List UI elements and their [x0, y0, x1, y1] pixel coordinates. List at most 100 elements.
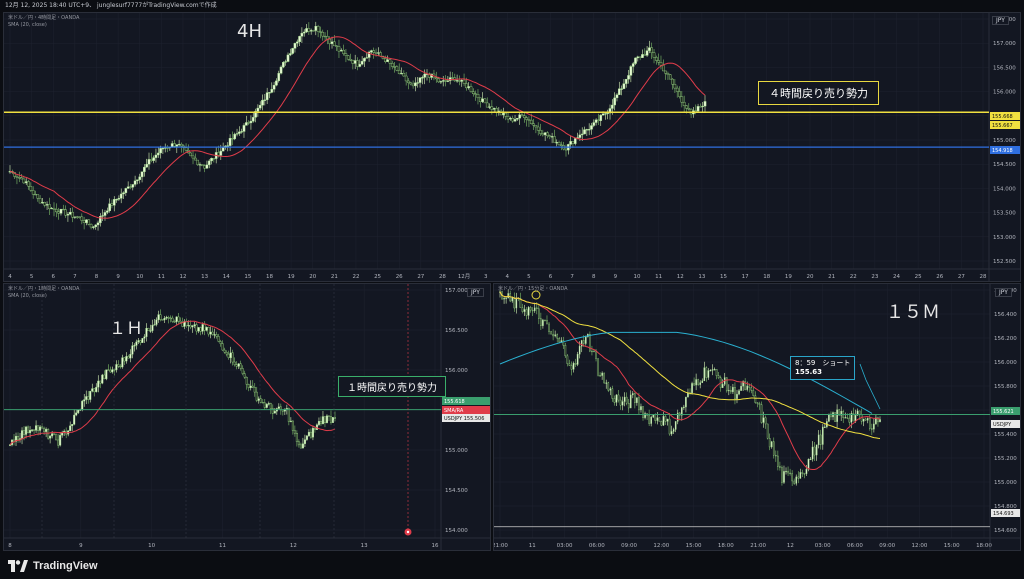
candle-body — [609, 388, 612, 391]
x-tick-label: 13 — [698, 274, 705, 280]
candle-body — [736, 393, 738, 399]
candle-body — [149, 330, 152, 332]
candle-body — [664, 70, 667, 74]
candle-body — [605, 382, 608, 384]
candle-body — [321, 416, 324, 425]
candle-body — [611, 388, 614, 399]
candle-body — [243, 373, 246, 378]
candle-body — [69, 425, 72, 431]
candle-body — [198, 164, 202, 166]
sma-line — [9, 320, 336, 446]
candle-body — [157, 314, 160, 321]
candle-body — [564, 148, 568, 151]
candle-body — [305, 435, 308, 440]
candle-body — [488, 106, 491, 108]
candle-body — [703, 101, 707, 107]
candle-body — [675, 87, 679, 92]
currency-label-1h[interactable]: JPY — [467, 288, 484, 297]
candle-body — [108, 203, 111, 212]
candle-body — [589, 334, 591, 352]
candle-body — [301, 443, 304, 449]
candle-body — [309, 431, 312, 438]
y-tick-label: 156.400 — [994, 312, 1017, 318]
candle-body — [503, 297, 505, 300]
candle-body — [45, 429, 48, 432]
candle-body — [536, 126, 540, 131]
candle-body — [33, 429, 36, 431]
candle-body — [634, 393, 636, 403]
candle-body — [159, 314, 162, 320]
candle-body — [540, 318, 542, 326]
candle-body — [184, 147, 188, 151]
candle-body — [197, 327, 200, 332]
x-tick-label: 13 — [201, 274, 208, 280]
x-tick-label: 11 — [158, 274, 165, 280]
y-tick-label: 153.000 — [993, 235, 1016, 241]
candle-body — [117, 364, 120, 367]
candle-body — [813, 446, 816, 456]
x-tick-label: 25 — [915, 274, 922, 280]
candle-body — [235, 133, 239, 135]
candle-body — [836, 409, 838, 422]
candle-body — [225, 352, 228, 355]
candle-body — [303, 439, 306, 444]
candle-body — [29, 430, 32, 434]
candle-body — [441, 80, 445, 82]
candle-body — [180, 143, 183, 147]
candle-body — [613, 398, 616, 403]
price-badge — [442, 406, 490, 414]
candle-body — [103, 212, 107, 216]
candle-body — [518, 114, 521, 119]
chart-1h-canvas[interactable]: 891011121316157.000156.500156.000155.500… — [4, 284, 491, 551]
candle-body — [770, 441, 773, 448]
candle-body — [597, 119, 600, 121]
chart-4h-canvas[interactable]: 4 5 6 7 8 9 10 11 12 13 14 15 18 19 20 21 22 25 26 27 28 12月 3… — [4, 13, 1021, 282]
candle-body — [627, 403, 630, 409]
candle-body — [799, 472, 802, 479]
candle-body — [548, 135, 552, 138]
candle-body — [123, 357, 126, 362]
currency-label-4h[interactable]: JPY — [992, 16, 1009, 25]
candle-body — [728, 389, 730, 392]
candle-body — [298, 36, 301, 43]
candle-body — [239, 363, 242, 369]
candle-body — [490, 106, 494, 110]
candle-body — [175, 144, 179, 147]
y-tick-label: 156.000 — [445, 368, 468, 374]
candle-body — [89, 224, 93, 228]
candle-body — [96, 222, 100, 226]
candle-body — [177, 316, 180, 322]
candle-body — [271, 408, 274, 414]
tradingview-logo[interactable]: TradingView — [8, 560, 98, 572]
candle-body — [295, 433, 298, 442]
x-tick-label: 21:00 — [750, 543, 766, 549]
x-tick-label: 15:00 — [944, 543, 960, 549]
candle-body — [219, 341, 222, 344]
candle-body — [423, 73, 426, 78]
chart-15m-canvas[interactable]: 21:00 11 03:00 06:00 09:00 12:00 15:00 18:00 21:… — [494, 284, 1021, 551]
candle-body — [666, 73, 670, 75]
candle-body — [848, 417, 851, 423]
candle-body — [129, 354, 132, 359]
candle-body — [145, 328, 148, 337]
currency-label-15m[interactable]: JPY — [995, 288, 1012, 297]
chart-panel-15m[interactable]: 21:00 11 03:00 06:00 09:00 12:00 15:00 18:00 21:… — [493, 283, 1021, 551]
candle-body — [603, 372, 605, 384]
chart-panel-4h[interactable]: 4 5 6 7 8 9 10 11 12 13 14 15 18 19 20 21 22 25 26 27 28 12月 3… — [3, 12, 1021, 282]
chart-panel-1h[interactable]: 891011121316157.000156.500156.000155.500… — [3, 283, 491, 551]
y-tick-label: 157.000 — [993, 41, 1016, 47]
event-marker-dot — [406, 530, 410, 534]
candle-body — [119, 193, 123, 199]
annotation-1h: １時間戻り売り勢力 — [338, 376, 446, 397]
candle-body — [421, 77, 424, 79]
candle-body — [734, 387, 736, 399]
candle-body — [621, 401, 624, 406]
candle-body — [263, 99, 267, 101]
candle-body — [699, 382, 702, 385]
candle-body — [337, 46, 341, 52]
candle-body — [143, 336, 146, 339]
candle-body — [516, 117, 519, 120]
candle-body — [147, 328, 150, 332]
y-tick-label: 154.600 — [994, 528, 1017, 534]
candle-body — [217, 152, 220, 156]
